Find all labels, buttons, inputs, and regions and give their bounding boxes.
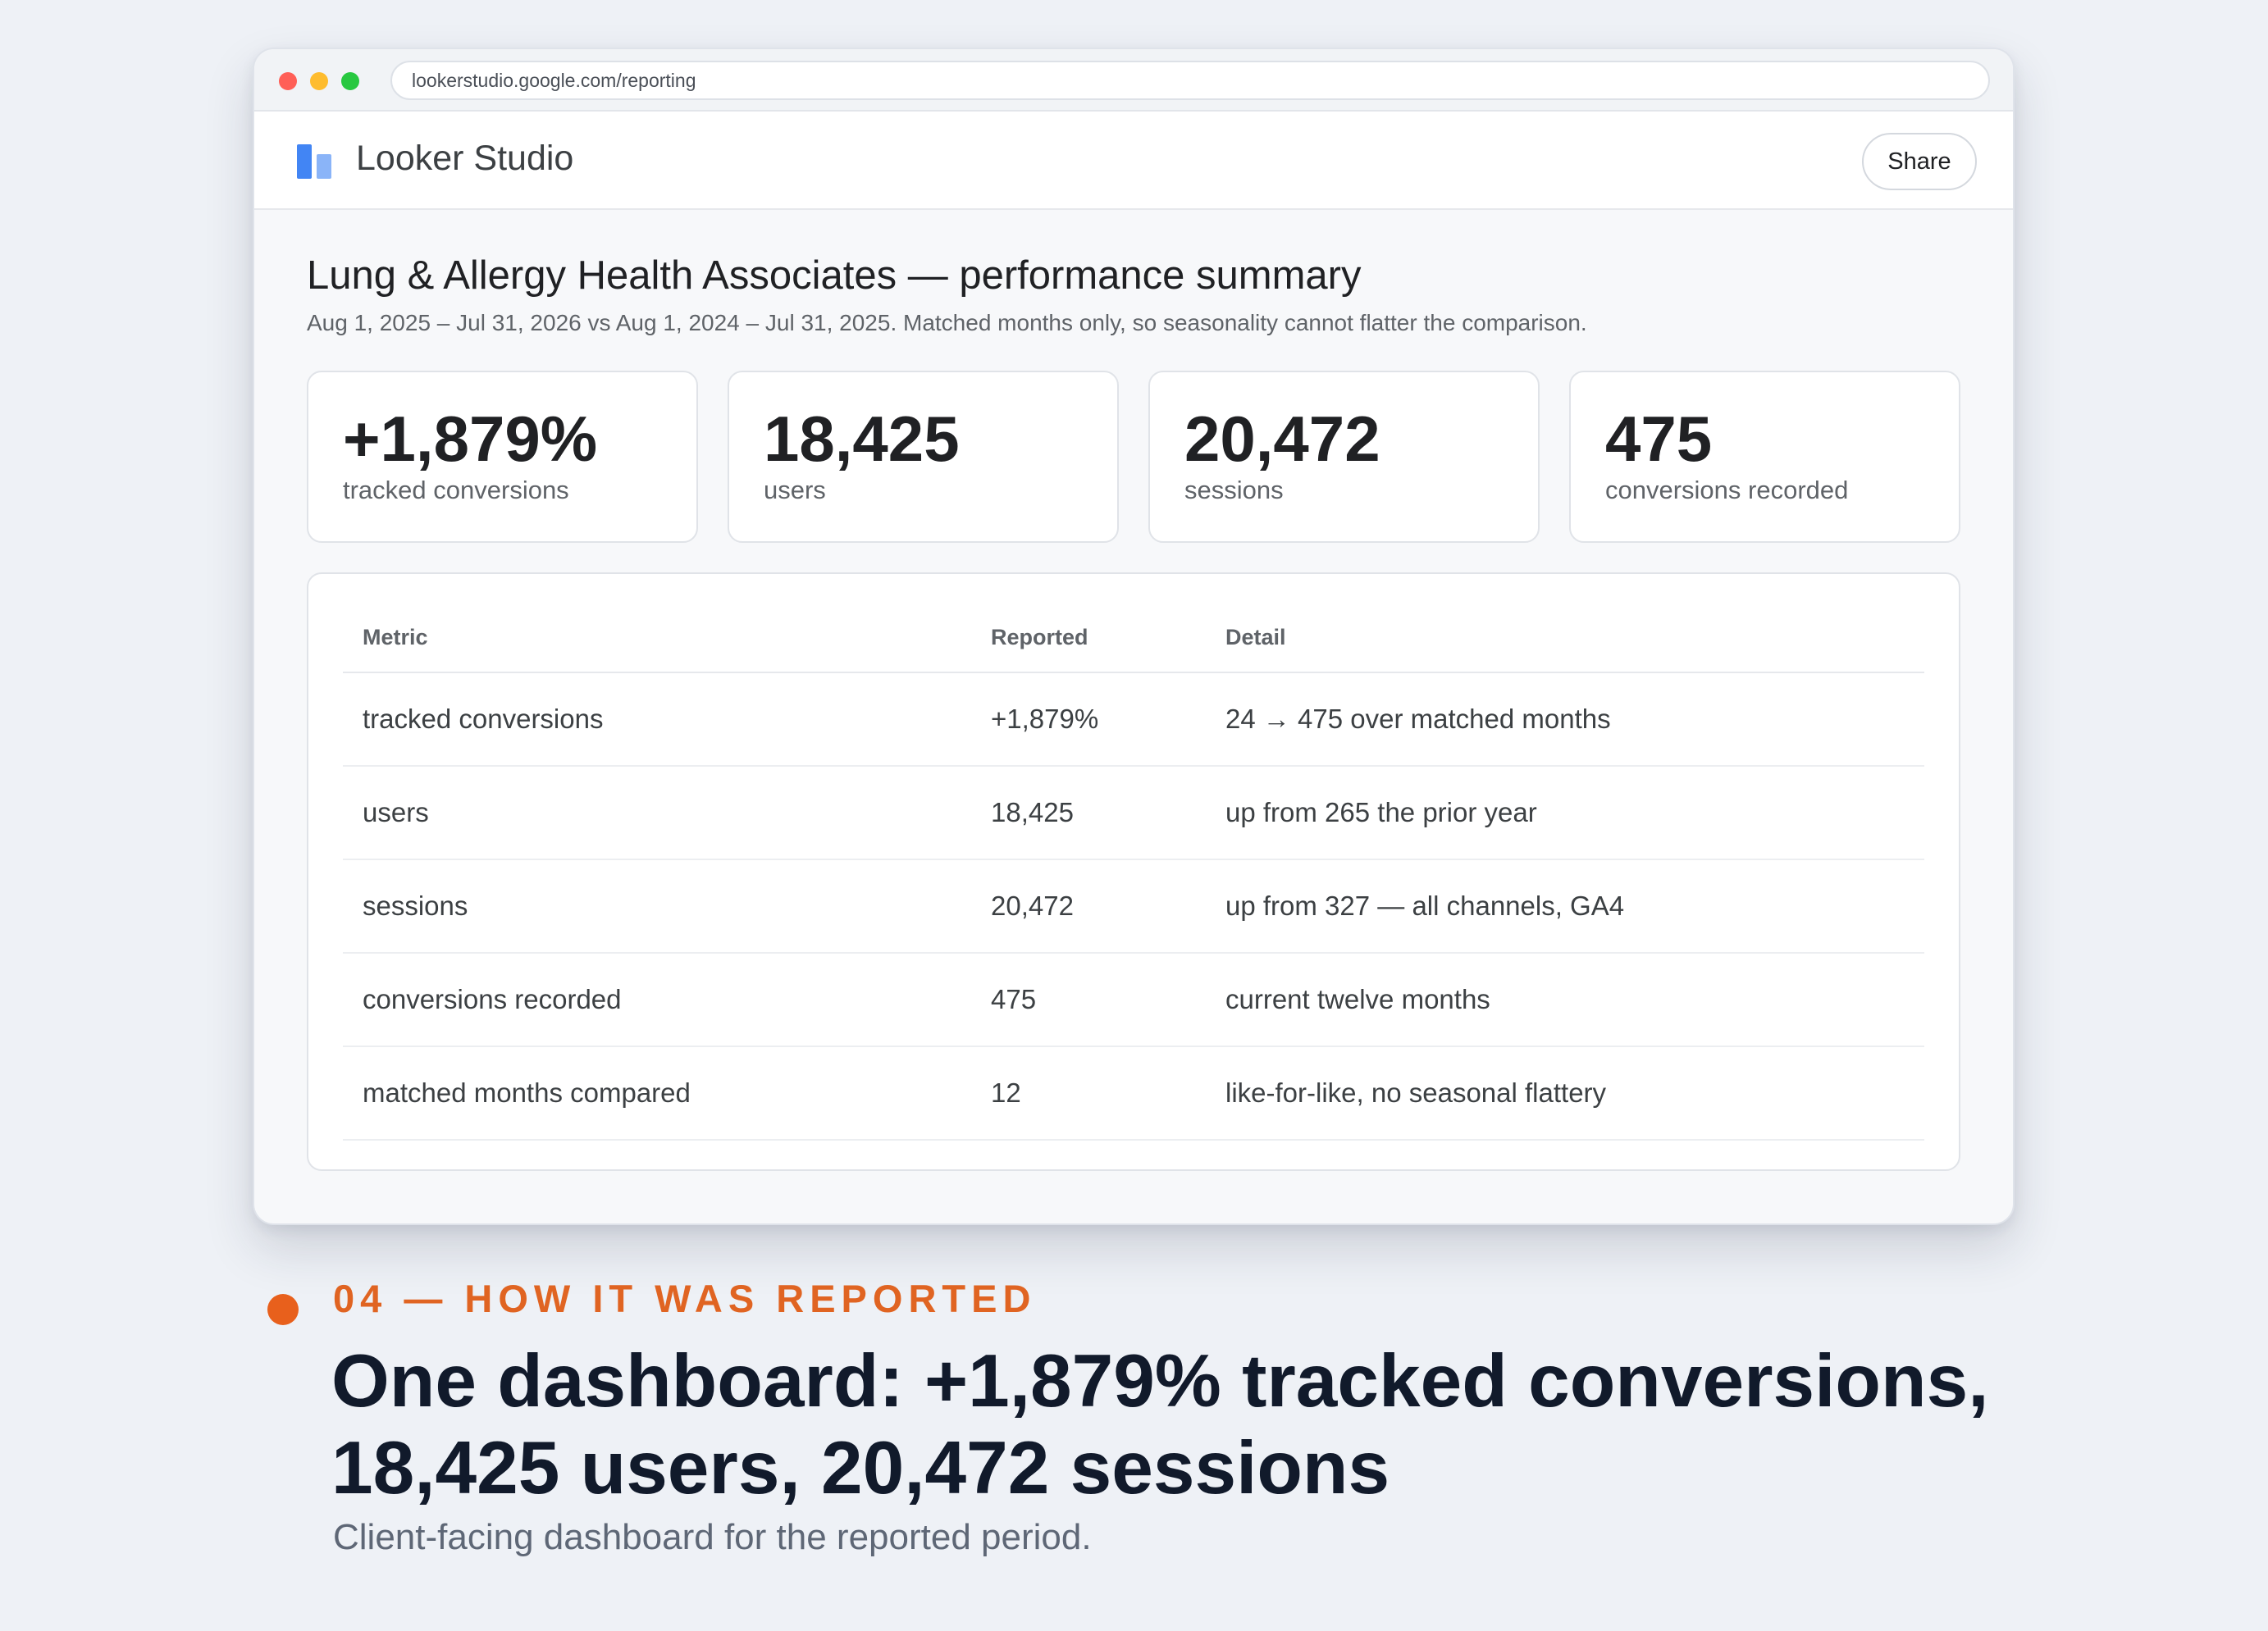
cell-reported: +1,879% bbox=[971, 672, 1206, 767]
metrics-table-card: Metric Reported Detail tracked conversio… bbox=[307, 572, 1960, 1171]
app-header: Looker Studio Share bbox=[254, 112, 2013, 210]
address-bar[interactable]: lookerstudio.google.com/reporting bbox=[390, 61, 1990, 100]
kpi-label: sessions bbox=[1184, 476, 1284, 504]
kpi-card-sessions[interactable]: 20,472 sessions bbox=[1148, 371, 1540, 543]
browser-chrome: lookerstudio.google.com/reporting bbox=[254, 49, 2013, 112]
kpi-value: 475 bbox=[1605, 403, 1713, 475]
kpi-value: +1,879% bbox=[343, 403, 598, 475]
cell-detail: current twelve months bbox=[1206, 953, 1924, 1047]
section-eyebrow: 04 — HOW IT WAS REPORTED bbox=[333, 1277, 1037, 1320]
column-header-metric[interactable]: Metric bbox=[343, 604, 971, 673]
browser-window: lookerstudio.google.com/reporting Looker… bbox=[253, 48, 2015, 1225]
cell-reported: 20,472 bbox=[971, 859, 1206, 954]
kpi-row: +1,879% tracked conversions 18,425 users… bbox=[307, 371, 1960, 543]
metrics-table: Metric Reported Detail tracked conversio… bbox=[343, 604, 1924, 1141]
column-header-reported[interactable]: Reported bbox=[971, 604, 1206, 673]
report-canvas: Lung & Allergy Health Associates — perfo… bbox=[254, 210, 2013, 1171]
cell-reported: 18,425 bbox=[971, 766, 1206, 860]
looker-studio-logo-icon bbox=[297, 144, 335, 180]
kpi-card-users[interactable]: 18,425 users bbox=[728, 371, 1119, 543]
kpi-card-conversions-recorded[interactable]: 475 conversions recorded bbox=[1569, 371, 1960, 543]
cell-metric: conversions recorded bbox=[343, 953, 971, 1047]
cell-reported: 12 bbox=[971, 1046, 1206, 1141]
table-row[interactable]: conversions recorded 475 current twelve … bbox=[343, 953, 1924, 1047]
cell-detail: 24 → 475 over matched months bbox=[1206, 672, 1924, 767]
logo-bar-icon bbox=[317, 154, 331, 179]
cell-reported: 475 bbox=[971, 953, 1206, 1047]
report-title: Lung & Allergy Health Associates — perfo… bbox=[307, 253, 1362, 298]
cell-detail: up from 327 — all channels, GA4 bbox=[1206, 859, 1924, 954]
cell-metric: users bbox=[343, 766, 971, 860]
column-header-detail[interactable]: Detail bbox=[1206, 604, 1924, 673]
maximize-window-button[interactable] bbox=[341, 72, 359, 90]
table-row[interactable]: users 18,425 up from 265 the prior year bbox=[343, 766, 1924, 860]
cell-detail: up from 265 the prior year bbox=[1206, 766, 1924, 860]
kpi-label: users bbox=[764, 476, 826, 504]
kpi-card-tracked-conversions[interactable]: +1,879% tracked conversions bbox=[307, 371, 698, 543]
caption-subline: Client-facing dashboard for the reported… bbox=[333, 1517, 1092, 1557]
kpi-value: 18,425 bbox=[764, 403, 960, 475]
minimize-window-button[interactable] bbox=[310, 72, 328, 90]
bullet-dot-icon bbox=[267, 1294, 299, 1325]
caption-headline: One dashboard: +1,879% tracked conversio… bbox=[331, 1338, 2054, 1512]
cell-metric: matched months compared bbox=[343, 1046, 971, 1141]
cell-metric: tracked conversions bbox=[343, 672, 971, 767]
kpi-label: tracked conversions bbox=[343, 476, 569, 504]
table-row[interactable]: tracked conversions +1,879% 24 → 475 ove… bbox=[343, 672, 1924, 767]
headline-line: One dashboard: +1,879% tracked conversio… bbox=[331, 1340, 1989, 1423]
cell-metric: sessions bbox=[343, 859, 971, 954]
app-name: Looker Studio bbox=[356, 139, 574, 178]
table-row[interactable]: sessions 20,472 up from 327 — all channe… bbox=[343, 859, 1924, 954]
kpi-value: 20,472 bbox=[1184, 403, 1380, 475]
table-row[interactable]: matched months compared 12 like-for-like… bbox=[343, 1046, 1924, 1141]
logo-bar-icon bbox=[297, 144, 312, 179]
kpi-label: conversions recorded bbox=[1605, 476, 1849, 504]
share-button[interactable]: Share bbox=[1862, 133, 1977, 190]
cell-detail: like-for-like, no seasonal flattery bbox=[1206, 1046, 1924, 1141]
close-window-button[interactable] bbox=[279, 72, 297, 90]
headline-line: 18,425 users, 20,472 sessions bbox=[331, 1427, 1390, 1510]
table-header-row: Metric Reported Detail bbox=[343, 604, 1924, 673]
report-subtitle: Aug 1, 2025 – Jul 31, 2026 vs Aug 1, 202… bbox=[307, 310, 1587, 335]
